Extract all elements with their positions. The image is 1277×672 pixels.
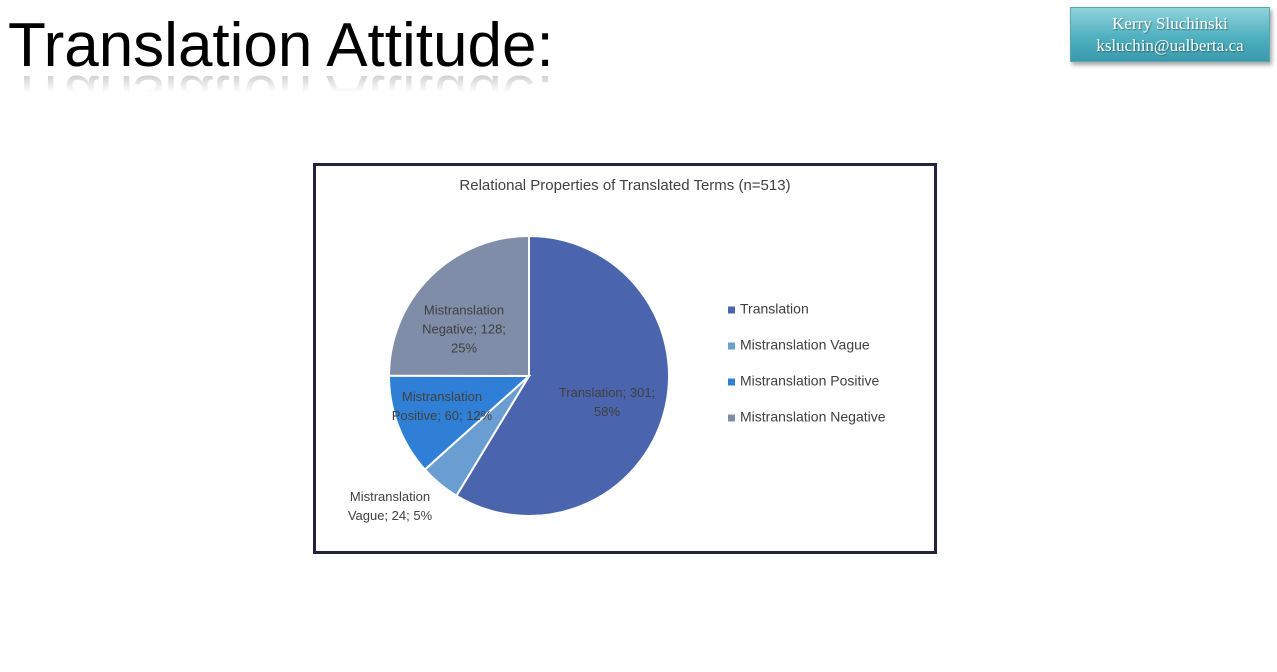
- author-box: Kerry Sluchinski ksluchin@ualberta.ca: [1070, 7, 1270, 62]
- legend-label: Mistranslation Positive: [740, 373, 879, 389]
- data-label: Mistranslation Vague; 24; 5%: [347, 489, 433, 523]
- data-label: Mistranslation Positive; 60; 12%: [391, 389, 493, 423]
- legend-swatch: [728, 414, 735, 422]
- pie-slice: [387, 234, 530, 378]
- pie-slice: [455, 234, 670, 517]
- legend-label: Mistranslation Negative: [740, 409, 886, 425]
- legend-swatch: [728, 306, 735, 314]
- legend-label: Translation: [740, 301, 809, 317]
- legend-label: Mistranslation Vague: [740, 337, 870, 353]
- pie-slice: [388, 374, 532, 471]
- chart-title: Relational Properties of Translated Term…: [459, 177, 790, 194]
- author-name: Kerry Sluchinski: [1112, 14, 1228, 33]
- chart-frame: [313, 163, 937, 554]
- data-label: Mistranslation Negative; 128; 25%: [422, 302, 506, 356]
- legend-swatch: [728, 342, 735, 350]
- data-label: Translation; 301; 58%: [558, 385, 656, 419]
- legend-swatch: [728, 378, 735, 386]
- slide-title: Translation Attitude:: [8, 11, 554, 80]
- author-email: ksluchin@ualberta.ca: [1096, 36, 1244, 55]
